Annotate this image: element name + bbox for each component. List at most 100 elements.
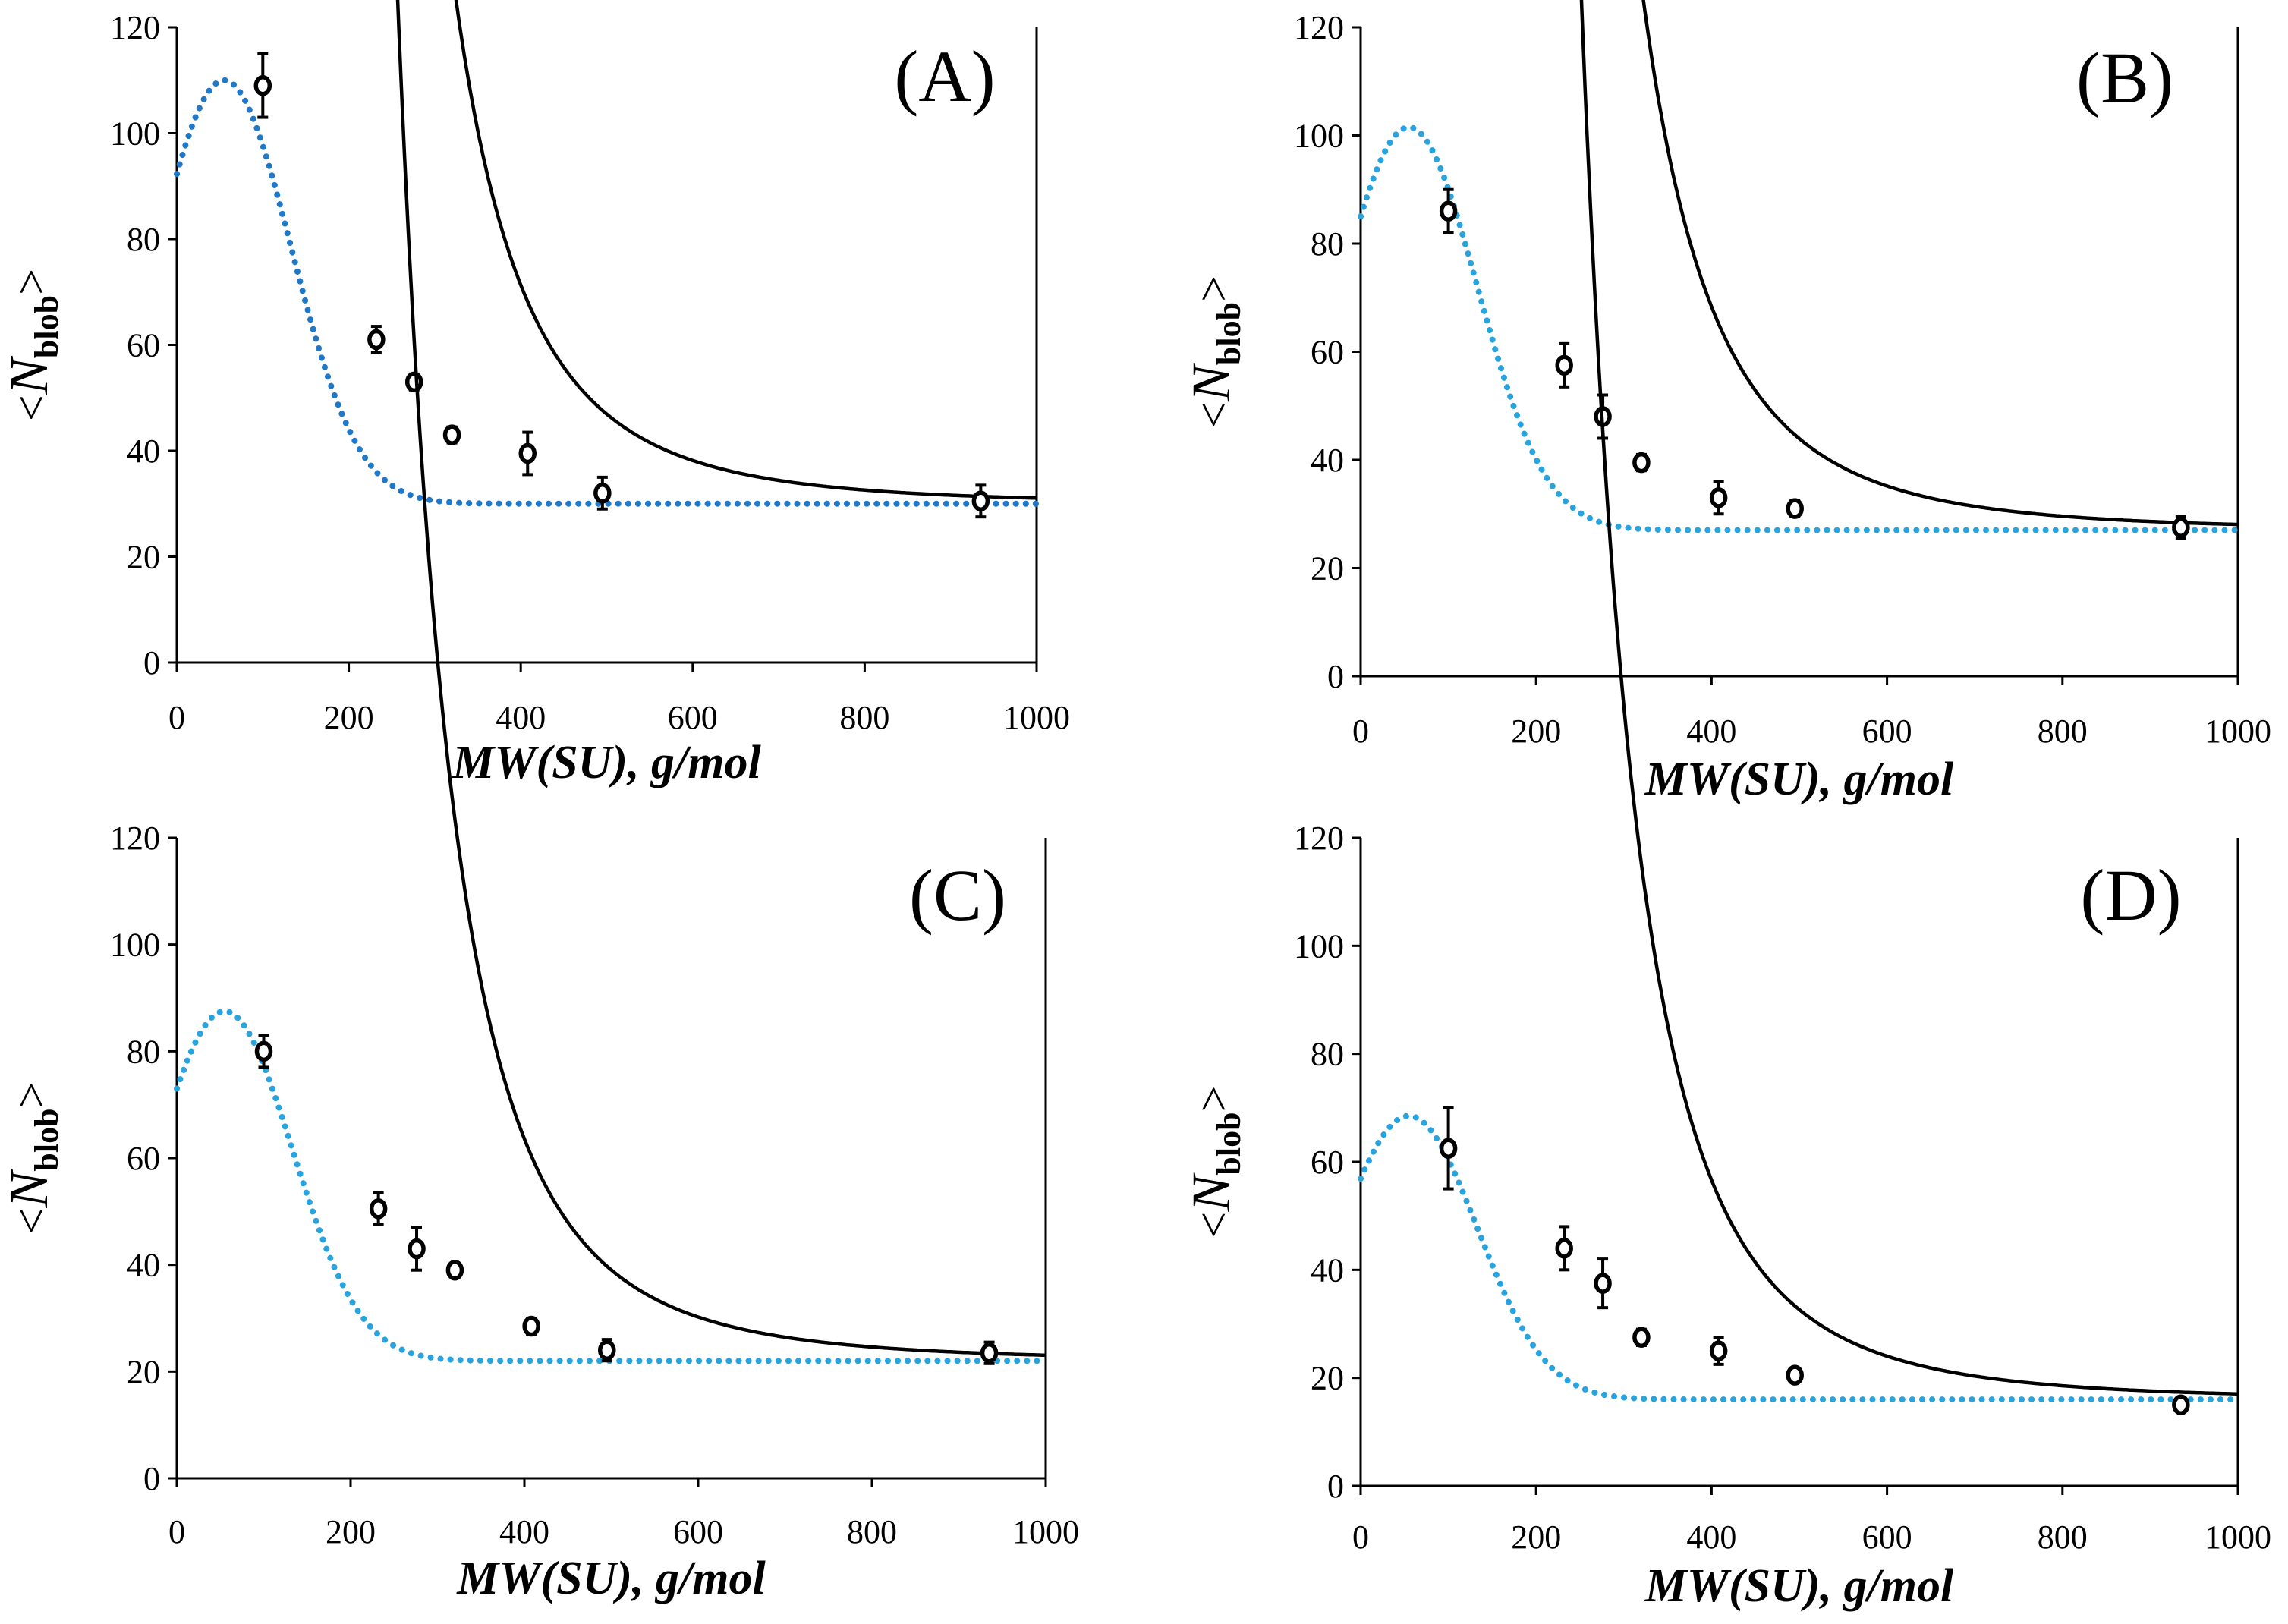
x-tick-label: 0 [168, 699, 185, 736]
y-tick-label: 0 [1327, 658, 1344, 695]
y-tick-label: 40 [1311, 1251, 1344, 1289]
x-tick-label: 800 [847, 1513, 897, 1550]
panel-label: (A) [894, 36, 995, 117]
x-tick-label: 600 [1862, 1519, 1912, 1556]
y-tick-label: 120 [110, 9, 160, 46]
fit-curve-dotted [1358, 124, 2241, 533]
y-tick-label: 20 [127, 539, 160, 576]
data-point [593, 483, 612, 504]
x-tick-label: 400 [499, 1513, 549, 1550]
y-tick-label: 100 [110, 927, 160, 964]
fit-curve-dotted [1358, 1113, 2241, 1403]
y-tick-label: 100 [1294, 927, 1344, 965]
x-tick-label: 400 [1686, 713, 1736, 750]
data-point [1594, 1273, 1612, 1294]
fit-curve-solid [1641, 0, 2239, 527]
panel-label: (C) [909, 854, 1006, 936]
x-tick-label: 800 [2038, 1519, 2088, 1556]
x-tick-label: 200 [1511, 1519, 1561, 1556]
y-tick-label: 80 [127, 221, 160, 258]
y-axis-title-sub: blob [28, 1108, 65, 1171]
x-tick-label: 200 [326, 1513, 376, 1550]
y-axis-title-sub: blob [1210, 1112, 1248, 1175]
y-tick-label: 40 [127, 1247, 160, 1284]
x-tick-label: 400 [496, 699, 546, 736]
x-axis-title: MW(SU), g/mol [1644, 754, 1954, 805]
panel-label: (B) [2076, 37, 2173, 118]
chart-panel: 0 200 400 600 800 1000020406080100120MW(SU), … [1181, 0, 2271, 1612]
fit-curve-dotted [174, 1008, 1049, 1364]
y-axis-title-close: > [1188, 1085, 1240, 1112]
y-tick-label: 60 [127, 327, 160, 364]
chart-panel: 0 200 400 600 800 1000020406080100120MW(SU), … [0, 0, 1070, 788]
data-point [2172, 1394, 2190, 1415]
x-tick-label: 600 [673, 1513, 723, 1550]
x-tick-label: 600 [1862, 713, 1912, 750]
y-tick-label: 60 [1311, 334, 1344, 371]
data-point [2172, 517, 2190, 538]
y-tick-label: 20 [1311, 1360, 1344, 1397]
data-point [1439, 1138, 1458, 1159]
y-tick-label: 60 [1311, 1144, 1344, 1181]
y-axis-title: <Nblob> [0, 1081, 65, 1234]
y-tick-label: 40 [1311, 442, 1344, 479]
y-tick-label: 120 [1294, 820, 1344, 857]
y-tick-label: 100 [1294, 118, 1344, 155]
x-tick-label: 0 [168, 1513, 185, 1550]
y-axis-title-close: > [1188, 275, 1240, 302]
data-point [598, 1339, 616, 1361]
x-tick-label: 400 [1686, 1519, 1736, 1556]
y-tick-label: 20 [127, 1353, 160, 1390]
y-axis-title-close: > [6, 1081, 58, 1108]
y-axis-title: <Nblob> [0, 269, 65, 421]
data-point [1786, 1364, 1804, 1386]
y-tick-label: 80 [1311, 225, 1344, 263]
y-axis-title: <Nblob> [1181, 275, 1248, 428]
fit-curve-solid [454, 0, 1037, 500]
data-point [971, 490, 990, 512]
y-tick-label: 0 [1327, 1468, 1344, 1505]
data-point [445, 1259, 464, 1281]
y-axis-title-sub: blob [28, 295, 65, 358]
data-point [1555, 1238, 1573, 1259]
y-axis-title: <Nblob> [1181, 1085, 1248, 1238]
y-tick-label: 80 [127, 1033, 160, 1070]
y-tick-label: 0 [143, 1460, 160, 1497]
fit-curve-dotted [174, 77, 1040, 507]
y-axis-title-open: < [1188, 1212, 1240, 1238]
y-axis-title-open: < [1188, 401, 1240, 428]
y-axis-title-main: N [0, 1169, 59, 1209]
y-axis-title-sub: blob [1210, 302, 1248, 365]
y-axis-title-main: N [1181, 1172, 1242, 1213]
x-tick-label: 800 [839, 699, 889, 736]
y-axis-title-open: < [6, 1208, 58, 1235]
data-point [369, 1198, 388, 1220]
x-tick-label: 1000 [1003, 699, 1070, 736]
x-axis-title: MW(SU), g/mol [1644, 1560, 1954, 1612]
x-tick-label: 200 [324, 699, 374, 736]
y-tick-label: 120 [110, 820, 160, 857]
data-point [367, 329, 386, 351]
data-point [408, 1238, 426, 1260]
x-tick-label: 1000 [2205, 1519, 2271, 1556]
data-point [1632, 452, 1651, 474]
data-point [404, 371, 423, 393]
chart-panel: 0 200 400 600 800 1000020406080100120MW(SU), … [1181, 0, 2271, 805]
y-tick-label: 60 [127, 1140, 160, 1177]
y-tick-label: 20 [1311, 550, 1344, 587]
x-tick-label: 0 [1352, 713, 1369, 750]
y-tick-label: 100 [110, 115, 160, 153]
fit-curve-solid [1579, 0, 2238, 1396]
x-tick-label: 0 [1352, 1519, 1369, 1556]
y-tick-label: 80 [1311, 1036, 1344, 1073]
data-point [980, 1342, 999, 1364]
data-point [1709, 487, 1728, 508]
y-axis-title-open: < [6, 395, 58, 421]
data-point [1632, 1327, 1651, 1349]
y-tick-label: 40 [127, 433, 160, 470]
data-point [254, 1040, 273, 1062]
data-point [1439, 200, 1458, 222]
data-point [522, 1315, 540, 1337]
fit-curve-solid [395, 0, 1046, 1358]
